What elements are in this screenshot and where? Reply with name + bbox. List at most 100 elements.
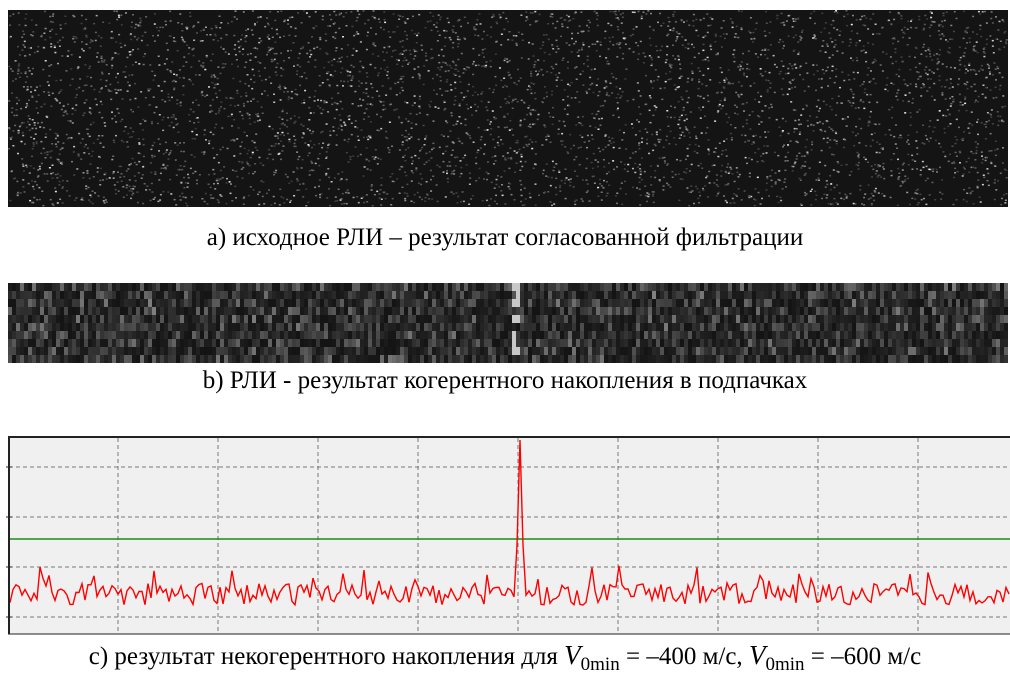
speckle: [348, 115, 351, 117]
speckle: [657, 165, 659, 167]
speckle: [844, 193, 847, 196]
speckle: [260, 180, 263, 182]
speckle: [131, 111, 134, 113]
speckle: [680, 19, 683, 21]
speckle: [869, 197, 872, 199]
speckle: [936, 171, 938, 173]
speckle: [650, 176, 653, 178]
speckle: [229, 97, 232, 99]
speckle: [866, 74, 869, 76]
speckle: [739, 69, 741, 71]
speckle: [559, 17, 562, 19]
speckle: [62, 142, 65, 144]
speckle: [963, 65, 966, 67]
speckle: [348, 118, 351, 121]
speckle: [148, 189, 151, 191]
speckle: [860, 127, 863, 130]
speckle: [780, 199, 783, 202]
speckle: [725, 113, 728, 115]
speckle: [270, 60, 273, 63]
cell: [76, 299, 80, 307]
speckle: [367, 31, 369, 34]
speckle: [944, 98, 947, 100]
speckle: [635, 42, 638, 44]
speckle: [965, 83, 968, 86]
speckle: [825, 70, 828, 72]
cell: [112, 307, 116, 315]
speckle: [986, 63, 989, 66]
speckle: [90, 155, 93, 157]
speckle: [439, 69, 442, 71]
cell: [160, 339, 164, 347]
speckle: [477, 93, 479, 96]
cell: [144, 283, 148, 291]
speckle: [263, 90, 266, 92]
cell: [200, 347, 204, 355]
speckle: [767, 79, 770, 82]
speckle: [723, 79, 726, 81]
speckle: [290, 180, 293, 183]
speckle: [746, 162, 748, 165]
cell: [108, 299, 112, 307]
speckle: [534, 204, 537, 206]
speckle: [520, 200, 523, 203]
speckle: [685, 172, 688, 174]
speckle: [897, 177, 900, 179]
speckle: [104, 172, 107, 174]
cell: [32, 331, 36, 339]
speckle: [428, 104, 431, 106]
speckle: [174, 118, 177, 120]
speckle: [28, 99, 30, 101]
speckle: [567, 152, 570, 154]
speckle: [226, 177, 228, 180]
speckle: [43, 103, 46, 105]
speckle: [926, 90, 929, 92]
speckle: [293, 195, 296, 197]
speckle: [792, 50, 795, 52]
speckle: [764, 48, 767, 50]
speckle: [70, 68, 73, 70]
speckle: [494, 200, 496, 203]
speckle: [588, 88, 591, 90]
speckle: [115, 134, 117, 137]
speckle: [876, 101, 879, 104]
speckle: [540, 68, 543, 71]
speckle: [331, 75, 334, 77]
speckle: [550, 94, 553, 96]
speckle: [443, 29, 446, 32]
speckle: [794, 109, 797, 111]
speckle: [216, 83, 219, 85]
speckle: [179, 199, 182, 201]
cell: [200, 323, 204, 331]
speckle: [250, 100, 252, 102]
cell: [24, 347, 28, 355]
speckle: [942, 35, 945, 37]
speckle: [850, 57, 852, 59]
speckle: [257, 61, 260, 63]
speckle: [548, 112, 550, 114]
speckle: [896, 147, 898, 149]
speckle: [377, 18, 380, 20]
speckle: [768, 71, 771, 74]
speckle: [49, 15, 52, 18]
speckle: [674, 58, 677, 60]
speckle: [956, 170, 959, 173]
cell: [28, 307, 32, 315]
speckle: [102, 21, 105, 23]
speckle: [688, 191, 691, 193]
speckle: [483, 48, 486, 50]
speckle: [138, 63, 141, 65]
speckle: [904, 112, 907, 114]
speckle: [235, 59, 238, 61]
speckle: [133, 185, 136, 188]
speckle: [59, 24, 62, 26]
speckle: [267, 34, 270, 36]
speckle: [287, 19, 289, 21]
speckle: [993, 198, 996, 201]
speckle: [374, 149, 377, 151]
speckle: [975, 152, 978, 154]
speckle: [801, 155, 803, 157]
speckle: [18, 24, 21, 26]
speckle: [380, 116, 383, 118]
speckle: [173, 87, 176, 89]
